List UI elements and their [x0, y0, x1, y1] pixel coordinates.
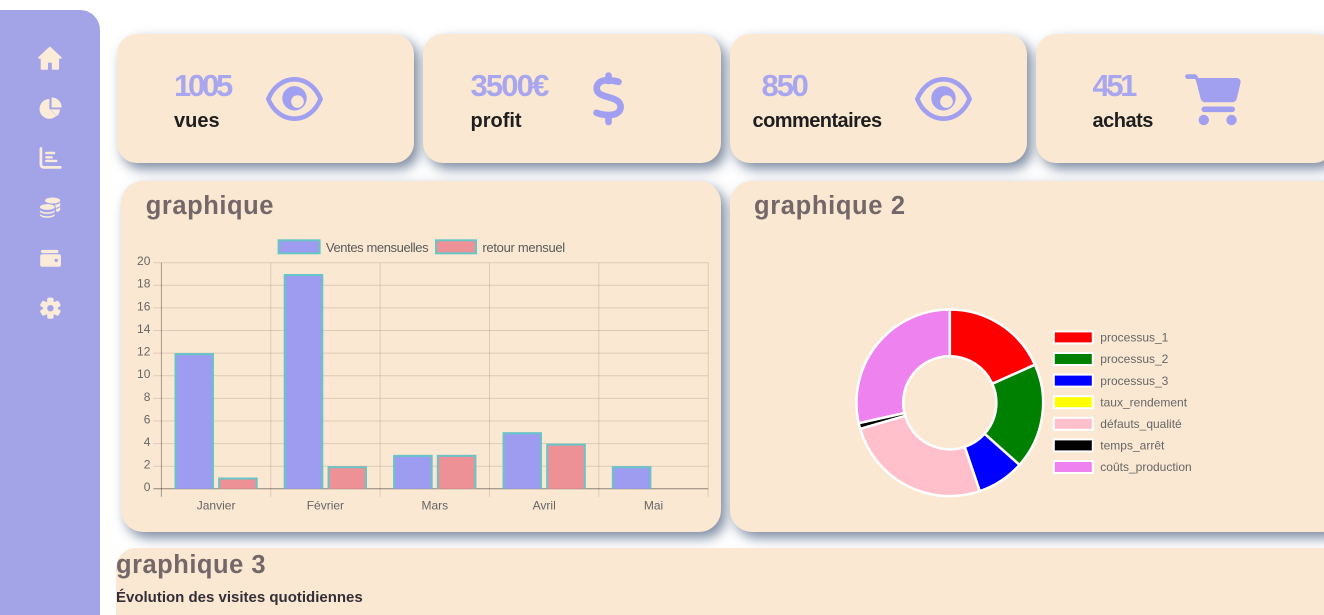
svg-text:18: 18 [137, 276, 151, 290]
svg-text:12: 12 [137, 344, 151, 358]
svg-text:coûts_production: coûts_production [1100, 460, 1191, 474]
svg-text:Avril: Avril [532, 498, 555, 512]
svg-text:16: 16 [137, 299, 151, 313]
svg-text:0: 0 [143, 480, 150, 494]
svg-text:4: 4 [143, 435, 150, 449]
svg-text:Mai: Mai [643, 498, 662, 512]
svg-text:défauts_qualité: défauts_qualité [1100, 417, 1182, 431]
svg-text:Février: Février [306, 498, 343, 512]
svg-text:processus_2: processus_2 [1100, 352, 1168, 366]
svg-text:20: 20 [137, 254, 151, 268]
svg-text:6: 6 [143, 412, 150, 426]
svg-text:taux_rendement: taux_rendement [1100, 395, 1187, 409]
svg-text:10: 10 [137, 367, 151, 381]
svg-text:retour mensuel: retour mensuel [482, 239, 565, 254]
svg-text:Mars: Mars [421, 498, 448, 512]
svg-text:14: 14 [137, 321, 151, 335]
svg-text:Janvier: Janvier [196, 498, 235, 512]
svg-text:processus_3: processus_3 [1100, 373, 1168, 387]
svg-text:Ventes mensuelles: Ventes mensuelles [325, 239, 428, 254]
svg-text:8: 8 [143, 389, 150, 403]
svg-text:processus_1: processus_1 [1100, 330, 1168, 344]
svg-text:2: 2 [143, 457, 150, 471]
svg-text:temps_arrêt: temps_arrêt [1100, 438, 1165, 452]
